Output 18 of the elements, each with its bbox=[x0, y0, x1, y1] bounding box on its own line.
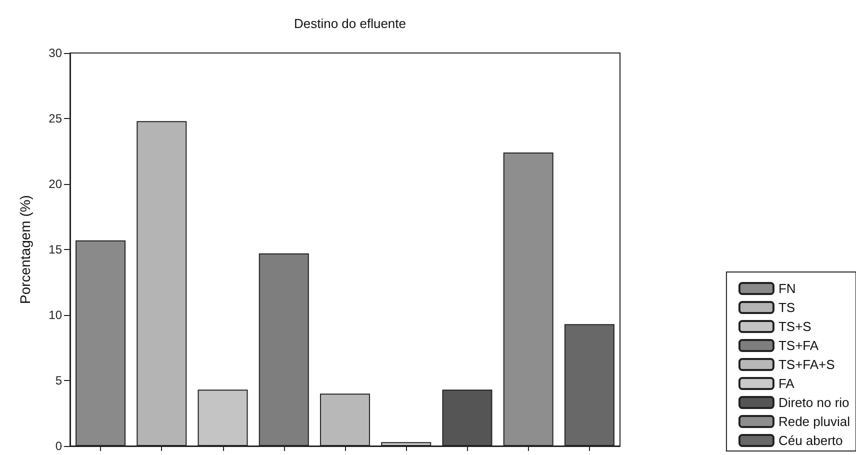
legend-label: TS bbox=[778, 300, 796, 315]
legend-label: FN bbox=[778, 281, 796, 296]
y-tick-label: 0 bbox=[55, 439, 62, 453]
legend-label: TS+FA+S bbox=[778, 357, 836, 372]
y-tick-label: 20 bbox=[48, 177, 62, 191]
legend-label: Rede pluvial bbox=[778, 414, 850, 429]
y-tick-label: 15 bbox=[48, 242, 62, 256]
y-tick-label: 25 bbox=[48, 112, 62, 126]
legend-label: FA bbox=[778, 376, 795, 391]
y-tick-label: 5 bbox=[55, 374, 62, 388]
y-tick-label: 10 bbox=[48, 308, 62, 322]
legend-label: TS+S bbox=[778, 319, 812, 334]
y-tick-label: 30 bbox=[48, 46, 62, 60]
legend-label: Direto no rio bbox=[778, 395, 850, 410]
legend-label: TS+FA bbox=[778, 338, 819, 353]
y-axis-title: Porcentagem (%) bbox=[17, 195, 33, 304]
legend-label: Céu aberto bbox=[778, 433, 843, 448]
chart-title: Destino do efluente bbox=[294, 16, 406, 31]
